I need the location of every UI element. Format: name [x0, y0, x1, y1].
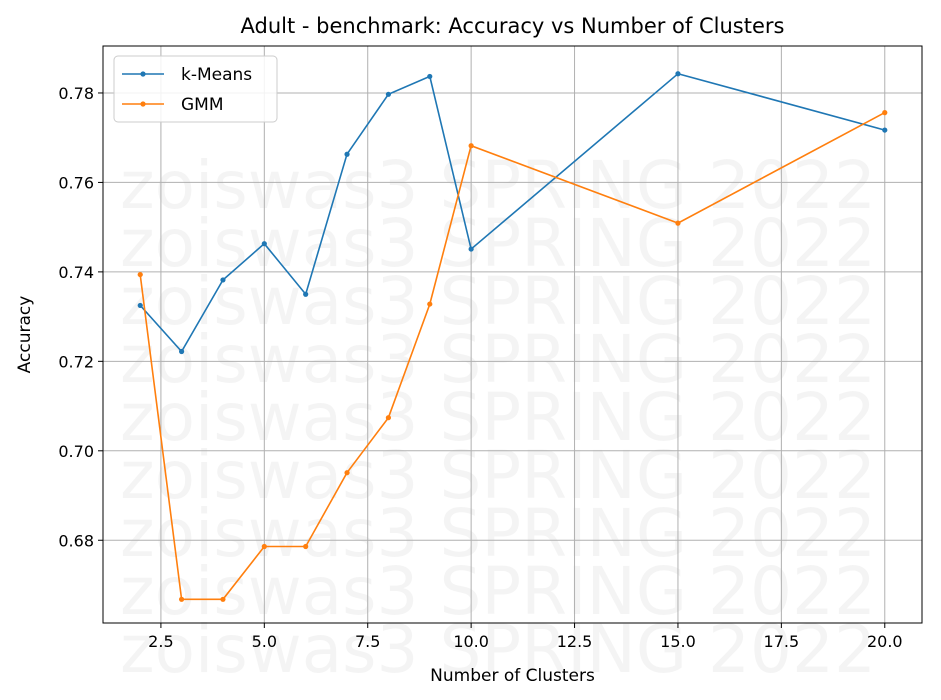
data-point [882, 127, 888, 133]
data-point [137, 302, 143, 309]
watermark-text: zoiswas3 SPRING 2022 [120, 321, 876, 398]
x-tick-label: 17.5 [764, 632, 800, 651]
x-axis-ticks: 2.5 5.0 7.5 10.0 12.5 15.0 17.5 20.0 [148, 623, 903, 651]
data-point [427, 73, 433, 80]
data-point [178, 596, 185, 602]
data-point [220, 596, 226, 602]
data-point [303, 291, 309, 297]
legend-label: GMM [181, 95, 224, 115]
legend: k-Means GMM [113, 55, 278, 123]
watermark-text: zoiswas3 SPRING 2022 [120, 495, 876, 572]
legend-box [113, 55, 278, 123]
data-point [137, 271, 143, 278]
series-gmm [137, 110, 888, 602]
grid [103, 46, 922, 623]
data-point [427, 301, 433, 307]
data-point [882, 110, 888, 116]
data-point [178, 348, 185, 355]
legend-marker [140, 101, 146, 107]
data-point [468, 246, 474, 252]
x-tick-label: 10.0 [453, 632, 489, 651]
x-axis-label: Number of Clusters [430, 666, 595, 686]
data-point [261, 241, 267, 247]
data-point [675, 220, 681, 226]
legend-item: k-Means [122, 65, 252, 85]
x-tick-label: 12.5 [557, 632, 593, 651]
legend-item: GMM [122, 95, 224, 115]
data-point [220, 277, 226, 283]
legend-marker [140, 71, 146, 77]
y-tick-label: 0.68 [58, 531, 94, 550]
data-point [344, 470, 350, 476]
data-point [385, 415, 392, 421]
y-tick-label: 0.78 [58, 84, 94, 103]
watermark-text: zoiswas3 SPRING 2022 [120, 205, 876, 282]
plot-frame [102, 45, 923, 624]
y-tick-label: 0.74 [58, 263, 94, 282]
legend-label: k-Means [181, 65, 252, 85]
x-tick-label: 7.5 [355, 632, 380, 651]
series-layer [137, 71, 888, 602]
y-axis-label: Accuracy [15, 296, 35, 374]
watermark-text: zoiswas3 SPRING 2022 [120, 611, 876, 688]
x-tick-label: 15.0 [660, 632, 696, 651]
y-tick-label: 0.70 [58, 442, 94, 461]
y-tick-label: 0.72 [58, 352, 94, 371]
y-axis-ticks: 0.68 0.70 0.72 0.74 0.76 0.78 [58, 84, 103, 550]
x-tick-label: 2.5 [148, 632, 173, 651]
series-k-means [137, 71, 888, 355]
watermark-text: zoiswas3 SPRING 2022 [120, 437, 876, 514]
watermark-text: zoiswas3 SPRING 2022 [120, 553, 876, 630]
data-point [675, 71, 681, 77]
x-tick-label: 20.0 [867, 632, 903, 651]
x-tick-label: 5.0 [252, 632, 277, 651]
data-point [468, 143, 474, 149]
data-point [261, 543, 267, 550]
data-point [385, 91, 392, 97]
y-tick-label: 0.76 [58, 173, 94, 192]
data-point [303, 543, 309, 550]
chart-title: Adult - benchmark: Accuracy vs Number of… [241, 14, 785, 38]
data-point [344, 151, 350, 157]
watermark-text: zoiswas3 SPRING 2022 [120, 263, 876, 340]
watermark-text: zoiswas3 SPRING 2022 [120, 379, 876, 456]
